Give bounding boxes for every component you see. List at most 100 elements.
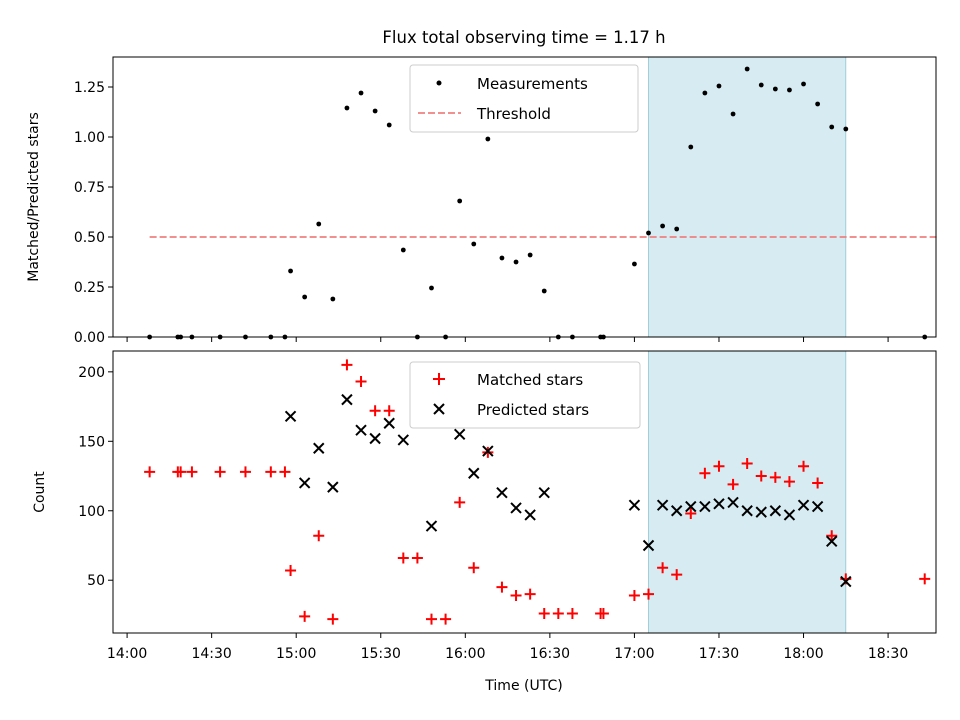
count-marks (144, 359, 931, 625)
matched-star-point (727, 478, 739, 490)
measurement-point (527, 252, 533, 258)
matched-star-point (783, 476, 795, 488)
legend-matched-label: Matched stars (477, 371, 583, 389)
matched-star-point (454, 496, 466, 508)
legend-matched-marker (433, 373, 445, 385)
matched-star-point (265, 466, 277, 478)
matched-star-point (299, 610, 311, 622)
measurement-point (330, 296, 336, 302)
measurement-point (744, 66, 750, 72)
predicted-star-point (355, 424, 367, 436)
y-tick-label: 1.25 (74, 80, 105, 96)
matched-star-point (657, 562, 669, 574)
matched-star-point (685, 508, 697, 520)
x-tick-label: 14:00 (107, 646, 147, 662)
predicted-star-point (510, 502, 522, 514)
matched-star-point (566, 608, 578, 620)
measurement-point (499, 255, 505, 261)
x-tick-label: 17:00 (614, 646, 654, 662)
ratio-x-ticks (126, 337, 889, 342)
ratio-legend: Measurements Threshold (409, 64, 639, 133)
ratio-y-axis: 0.00 0.25 0.50 0.75 1.00 1.25 (74, 80, 113, 346)
matched-star-point (524, 588, 536, 600)
measurement-point (358, 90, 364, 96)
measurement-point (457, 198, 463, 204)
matched-star-point (355, 376, 367, 388)
y-tick-label: 0.25 (74, 280, 105, 296)
predicted-star-point (713, 498, 725, 510)
legend-threshold-label: Threshold (476, 105, 551, 123)
predicted-star-point (496, 486, 508, 499)
predicted-star-point (797, 499, 810, 511)
y-tick-label: 0.00 (74, 330, 105, 346)
measurement-point (288, 268, 293, 274)
measurement-point (513, 259, 519, 265)
matched-star-point (643, 588, 655, 600)
predicted-star-point (298, 477, 311, 489)
measurement-point (730, 111, 736, 117)
matched-star-point (919, 573, 931, 585)
y-tick-label: 1.00 (74, 130, 105, 146)
predicted-star-point (727, 496, 739, 509)
chart-title: Flux total observing time = 1.17 h (382, 28, 665, 47)
predicted-star-point (642, 539, 655, 552)
measurement-point (688, 144, 694, 150)
x-tick-label: 16:30 (530, 646, 570, 662)
y-tick-label: 200 (78, 365, 105, 381)
matched-star-point (699, 467, 711, 479)
measurement-point (632, 261, 637, 267)
x-tick-label: 14:30 (191, 646, 231, 662)
measurement-point (386, 122, 392, 128)
measurement-point (429, 285, 434, 291)
matched-star-point (313, 530, 325, 542)
predicted-star-point (699, 500, 711, 513)
count-shaded-span (648, 350, 847, 634)
predicted-star-point (670, 505, 683, 517)
measurement-point (815, 101, 821, 107)
y-tick-label: 0.50 (74, 230, 105, 246)
matched-star-point (741, 458, 753, 470)
legend-predicted-label: Predicted stars (477, 401, 589, 419)
matched-star-point (826, 530, 838, 542)
count-y-axis: 50 100 150 200 (78, 365, 113, 589)
count-legend: Matched stars Predicted stars (409, 361, 641, 429)
predicted-star-point (468, 467, 480, 479)
measurement-point (485, 136, 491, 142)
matched-star-point (214, 466, 226, 478)
legend-measurements-marker (436, 80, 442, 86)
predicted-star-point (453, 428, 466, 441)
matched-star-point (341, 359, 353, 371)
measurement-point (758, 82, 764, 88)
matched-star-point (440, 613, 452, 625)
ratio-y-axis-label: Matched/Predicted stars (26, 112, 42, 282)
matched-star-point (383, 405, 395, 417)
predicted-star-point (685, 500, 697, 513)
measurement-point (541, 288, 547, 294)
measurement-point (702, 90, 708, 96)
measurement-point (843, 126, 849, 132)
measurement-point (400, 247, 406, 253)
x-tick-label: 16:00 (445, 646, 485, 662)
matched-star-point (538, 608, 550, 620)
predicted-star-point (482, 445, 494, 457)
count-legend-box (409, 361, 641, 429)
measurement-point (674, 226, 680, 232)
measurement-point (471, 241, 477, 247)
matched-star-point (755, 470, 767, 482)
x-tick-label: 18:30 (868, 646, 908, 662)
predicted-star-point (811, 500, 824, 513)
y-tick-label: 50 (87, 573, 105, 589)
legend-predicted-marker (433, 403, 445, 415)
matched-star-point (327, 613, 339, 625)
count-y-axis-label: Count (32, 471, 48, 513)
predicted-star-point (369, 432, 381, 445)
measurement-point (801, 81, 806, 87)
matched-star-point (186, 466, 198, 478)
matched-star-point (671, 569, 683, 581)
matched-star-point (510, 589, 522, 601)
matched-star-point (425, 613, 437, 625)
predicted-star-point (538, 486, 550, 499)
legend-measurements-label: Measurements (477, 75, 588, 93)
predicted-star-point (741, 505, 753, 517)
